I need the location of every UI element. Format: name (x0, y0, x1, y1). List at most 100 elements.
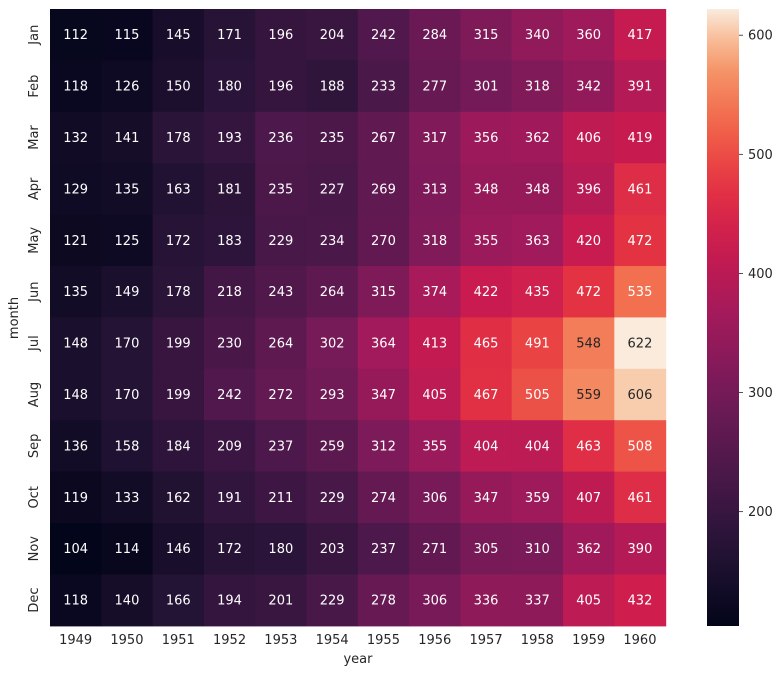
y-tick-label: Mar (27, 125, 42, 150)
heatmap-cell (409, 523, 461, 575)
heatmap-cell (50, 214, 102, 267)
cell-value-label: 360 (576, 28, 601, 43)
cell-value-label: 306 (422, 491, 447, 506)
cell-value-label: 277 (422, 80, 447, 95)
heatmap-cell (614, 317, 667, 370)
heatmap-cell (203, 420, 256, 473)
y-tick-label: Jan (27, 25, 42, 46)
cell-value-label: 170 (115, 337, 140, 352)
cell-value-label: 301 (474, 80, 499, 95)
heatmap-cell (152, 266, 205, 318)
heatmap-cell (409, 9, 461, 61)
cell-value-label: 505 (525, 388, 550, 403)
heatmap-cell (152, 471, 205, 524)
cell-value-label: 184 (166, 439, 191, 454)
heatmap-cell (563, 574, 615, 627)
heatmap-cell (255, 111, 308, 164)
heatmap-cell (152, 317, 205, 370)
heatmap-cell (614, 214, 667, 267)
cell-value-label: 140 (115, 594, 140, 609)
cell-value-label: 359 (525, 491, 550, 506)
heatmap-cell (614, 368, 667, 421)
heatmap-cell (306, 471, 359, 524)
cell-value-label: 270 (371, 234, 396, 249)
cell-value-label: 104 (63, 542, 88, 557)
y-tick-label: May (27, 227, 42, 254)
cell-value-label: 191 (217, 491, 242, 506)
cell-value-label: 305 (474, 542, 499, 557)
heatmap-cell (357, 317, 410, 370)
cell-value-label: 183 (217, 234, 242, 249)
heatmap-cell (563, 266, 615, 318)
heatmap-cell (101, 214, 154, 267)
cell-value-label: 181 (217, 182, 242, 197)
cell-value-label: 204 (320, 28, 345, 43)
cell-value-label: 508 (628, 439, 653, 454)
heatmap-cell (563, 60, 615, 113)
cell-value-label: 420 (576, 234, 601, 249)
x-tick-label: 1957 (470, 633, 503, 648)
heatmap-cell (50, 163, 102, 216)
cell-value-label: 236 (268, 131, 293, 146)
heatmap-cell (511, 163, 564, 216)
heatmap-cell (152, 60, 205, 113)
y-tick-label: Aug (27, 382, 42, 407)
cell-value-label: 133 (115, 491, 140, 506)
cell-value-label: 188 (320, 80, 345, 95)
heatmap-cell (409, 163, 461, 216)
heatmap-cell (563, 163, 615, 216)
cell-value-label: 132 (63, 131, 88, 146)
heatmap-cell (101, 266, 154, 318)
heatmap-cell (255, 471, 308, 524)
colorbar-tick-label: 200 (748, 505, 773, 520)
x-tick-label: 1950 (110, 633, 143, 648)
heatmap-cell (511, 574, 564, 627)
heatmap-cell (101, 9, 154, 61)
cell-value-label: 465 (474, 337, 499, 352)
heatmap-cell (563, 317, 615, 370)
cell-value-label: 340 (525, 28, 550, 43)
cell-value-label: 229 (320, 594, 345, 609)
cell-value-label: 242 (217, 388, 242, 403)
heatmap-cell (563, 214, 615, 267)
heatmap-cell (614, 9, 667, 61)
cell-value-label: 125 (115, 234, 140, 249)
cell-value-label: 336 (474, 594, 499, 609)
heatmap-cell (460, 9, 513, 61)
y-axis-label: month (7, 297, 22, 339)
heatmap-cell (563, 9, 615, 61)
x-tick-label: 1960 (623, 633, 656, 648)
cell-value-label: 170 (115, 388, 140, 403)
y-tick-labels: Jan Feb Mar Apr May Jun Jul Aug Sep Oct Nov Dec (27, 25, 42, 613)
x-tick-label: 1951 (162, 633, 195, 648)
cell-value-label: 196 (268, 80, 293, 95)
cell-value-label: 302 (320, 337, 345, 352)
cell-value-label: 126 (115, 80, 140, 95)
y-tick-label: Feb (27, 75, 42, 98)
cell-value-label: 180 (217, 80, 242, 95)
heatmap-cell (50, 317, 102, 370)
y-tick-label: Nov (27, 536, 42, 562)
heatmap-cell (50, 368, 102, 421)
heatmap-cell (357, 368, 410, 421)
cell-value-label: 172 (217, 542, 242, 557)
heatmap-cell (101, 317, 154, 370)
cell-value-label: 267 (371, 131, 396, 146)
heatmap-cell (409, 368, 461, 421)
cell-value-label: 149 (115, 285, 140, 300)
heatmap-cell (460, 214, 513, 267)
heatmap-cell (511, 214, 564, 267)
cell-value-label: 548 (576, 337, 601, 352)
heatmap-cell (255, 266, 308, 318)
cell-value-label: 230 (217, 337, 242, 352)
cell-value-label: 374 (422, 285, 447, 300)
heatmap-cell (614, 60, 667, 113)
heatmap-cell (357, 523, 410, 575)
cell-value-label: 264 (268, 337, 293, 352)
heatmap-cell (50, 266, 102, 318)
cell-value-label: 118 (63, 594, 88, 609)
cell-value-label: 141 (115, 131, 140, 146)
heatmap-cell (306, 214, 359, 267)
cell-value-label: 209 (217, 439, 242, 454)
heatmap-cell (460, 60, 513, 113)
